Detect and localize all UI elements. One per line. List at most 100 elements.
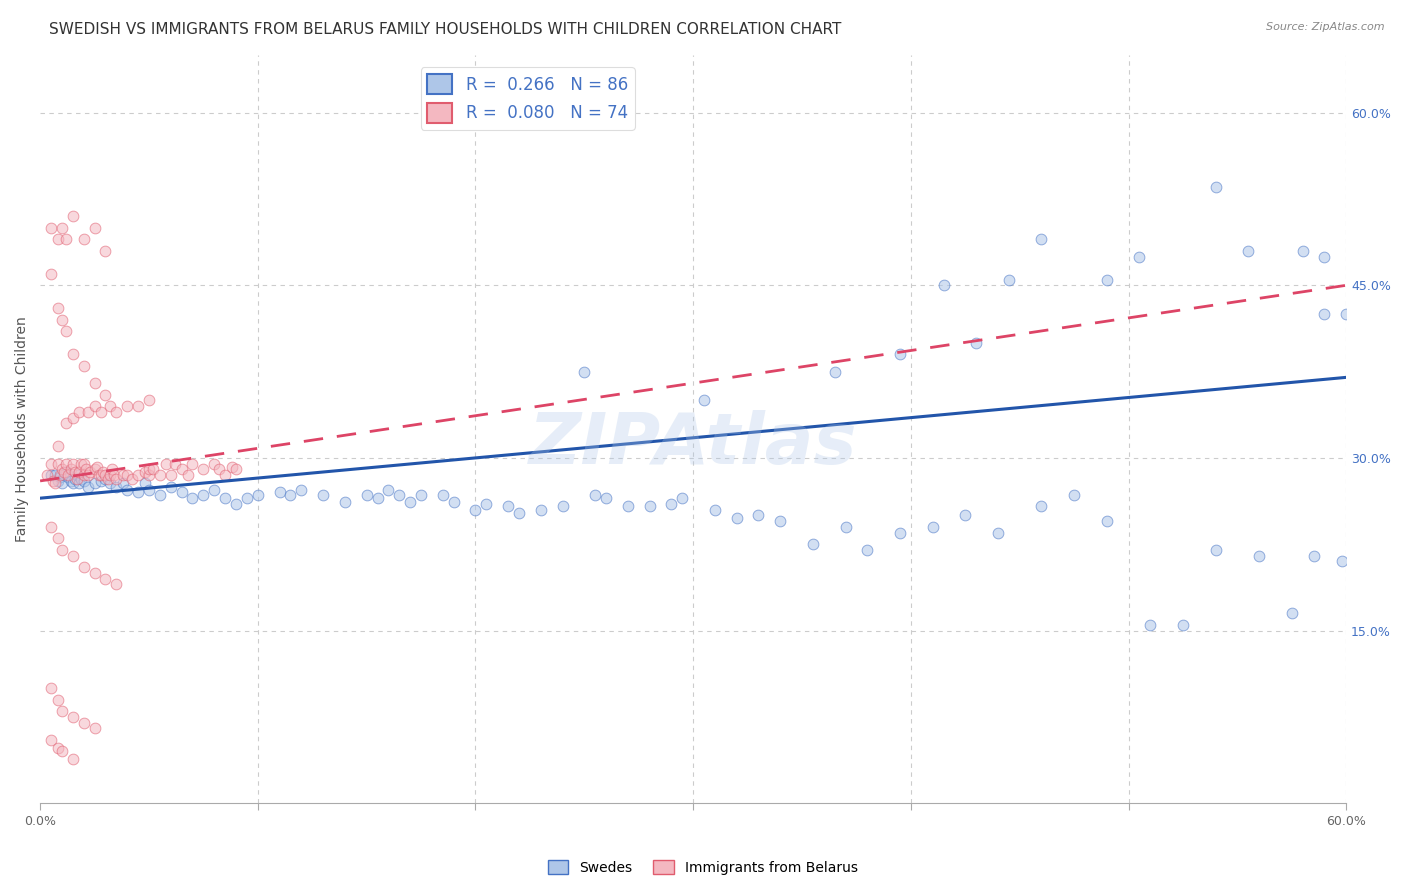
Point: [149, 488, 172, 502]
Point: [801, 537, 824, 551]
Point: [77, 468, 100, 483]
Point: [409, 488, 432, 502]
Point: [225, 497, 247, 511]
Point: [725, 510, 748, 524]
Point: [202, 457, 225, 471]
Point: [98, 399, 121, 413]
Point: [214, 491, 236, 506]
Point: [46, 457, 69, 471]
Point: [115, 483, 138, 497]
Point: [1171, 617, 1194, 632]
Point: [388, 488, 411, 502]
Point: [1205, 180, 1227, 194]
Point: [62, 752, 84, 766]
Point: [55, 232, 77, 246]
Point: [583, 488, 606, 502]
Text: ZIPAtlas: ZIPAtlas: [529, 409, 858, 479]
Point: [1336, 307, 1358, 321]
Point: [202, 483, 225, 497]
Point: [377, 483, 399, 497]
Point: [998, 272, 1021, 286]
Point: [280, 488, 302, 502]
Point: [138, 393, 160, 408]
Point: [77, 405, 100, 419]
Point: [53, 468, 76, 483]
Point: [932, 278, 955, 293]
Point: [83, 566, 105, 580]
Point: [671, 491, 693, 506]
Point: [661, 497, 683, 511]
Point: [72, 457, 94, 471]
Point: [72, 560, 94, 574]
Point: [246, 488, 269, 502]
Point: [595, 491, 617, 506]
Point: [508, 506, 530, 520]
Point: [574, 365, 596, 379]
Point: [55, 457, 77, 471]
Point: [62, 549, 84, 563]
Point: [165, 457, 187, 471]
Point: [94, 468, 117, 483]
Point: [90, 468, 112, 483]
Point: [39, 732, 62, 747]
Point: [115, 399, 138, 413]
Point: [432, 488, 454, 502]
Point: [1205, 543, 1227, 558]
Point: [693, 393, 716, 408]
Text: Source: ZipAtlas.com: Source: ZipAtlas.com: [1267, 22, 1385, 32]
Point: [475, 497, 498, 511]
Point: [62, 710, 84, 724]
Point: [62, 410, 84, 425]
Legend: R =  0.266   N = 86, R =  0.080   N = 74: R = 0.266 N = 86, R = 0.080 N = 74: [420, 67, 634, 129]
Point: [987, 525, 1010, 540]
Point: [105, 480, 128, 494]
Point: [290, 483, 312, 497]
Point: [1031, 232, 1053, 246]
Point: [1249, 549, 1271, 563]
Point: [83, 376, 105, 390]
Point: [1292, 244, 1315, 258]
Point: [1330, 554, 1353, 568]
Point: [138, 483, 160, 497]
Point: [207, 462, 229, 476]
Point: [496, 500, 519, 514]
Point: [127, 399, 149, 413]
Point: [617, 500, 640, 514]
Point: [747, 508, 769, 523]
Point: [1313, 250, 1336, 264]
Point: [46, 439, 69, 453]
Point: [62, 457, 84, 471]
Point: [1031, 500, 1053, 514]
Point: [824, 365, 846, 379]
Point: [221, 460, 243, 475]
Point: [77, 480, 100, 494]
Point: [42, 474, 65, 488]
Point: [48, 470, 70, 484]
Point: [1281, 607, 1303, 621]
Point: [551, 500, 574, 514]
Point: [333, 494, 356, 508]
Point: [39, 520, 62, 534]
Point: [86, 460, 108, 475]
Y-axis label: Family Households with Children: Family Households with Children: [15, 317, 30, 542]
Point: [72, 715, 94, 730]
Point: [39, 220, 62, 235]
Point: [51, 476, 73, 491]
Point: [312, 488, 335, 502]
Point: [955, 508, 977, 523]
Point: [48, 468, 70, 483]
Point: [181, 457, 204, 471]
Point: [769, 514, 792, 528]
Point: [66, 472, 89, 486]
Point: [103, 468, 125, 483]
Point: [62, 476, 84, 491]
Point: [159, 468, 181, 483]
Point: [51, 313, 73, 327]
Point: [530, 502, 553, 516]
Point: [46, 301, 69, 316]
Point: [94, 572, 117, 586]
Point: [51, 744, 73, 758]
Text: SWEDISH VS IMMIGRANTS FROM BELARUS FAMILY HOUSEHOLDS WITH CHILDREN CORRELATION C: SWEDISH VS IMMIGRANTS FROM BELARUS FAMIL…: [49, 22, 842, 37]
Point: [44, 476, 66, 491]
Point: [59, 474, 82, 488]
